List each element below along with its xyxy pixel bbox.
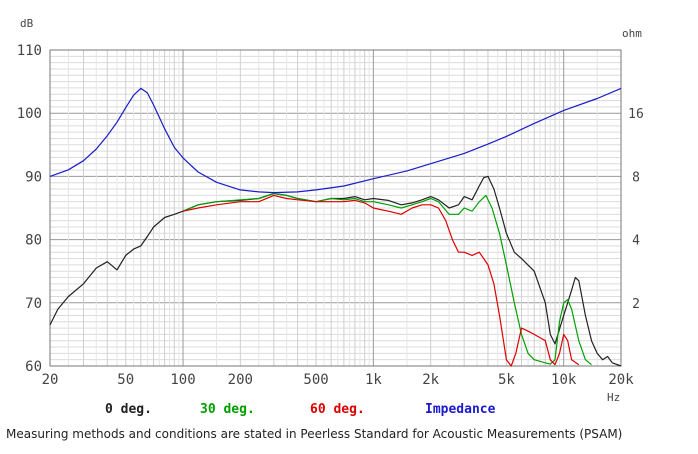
legend-item: 0 deg. [105, 402, 152, 417]
y-tick-label: 100 [17, 106, 42, 122]
series-line-60-deg [182, 194, 580, 367]
series-line-0-deg [49, 175, 622, 367]
x-axis-ticks: 20 50 100 200 500 1k 2k 5k 10k 20k [42, 372, 635, 388]
series-line-30-deg [182, 192, 592, 366]
series-layer [49, 87, 622, 367]
y-tick-label: 90 [25, 169, 42, 185]
y-tick-label: 70 [25, 296, 42, 312]
y2-tick-label: 8 [632, 170, 640, 185]
y2-axis-ticks: 2 4 8 16 [628, 107, 644, 312]
chart-grid [49, 49, 622, 367]
series-line-impedance [49, 87, 622, 194]
x-tick-label: 20 [42, 372, 59, 388]
x-tick-label: 200 [228, 372, 253, 388]
x-tick-label: 500 [303, 372, 328, 388]
legend-item: 30 deg. [200, 402, 255, 417]
legend: 0 deg. 30 deg. 60 deg. Impedance [105, 402, 496, 417]
y2-axis-unit: ohm [622, 27, 642, 40]
y-tick-label: 60 [25, 359, 42, 375]
x-tick-label: 5k [498, 372, 515, 388]
y-axis-ticks: 60 70 80 90 100 110 [17, 43, 42, 375]
footnote: Measuring methods and conditions are sta… [6, 427, 623, 441]
y2-tick-label: 4 [632, 234, 640, 249]
x-axis-unit: Hz [607, 391, 620, 404]
y2-tick-label: 2 [632, 297, 640, 312]
x-tick-label: 10k [551, 372, 577, 388]
y-tick-label: 80 [25, 233, 42, 249]
x-tick-label: 50 [117, 372, 134, 388]
legend-item: Impedance [425, 402, 496, 417]
plot-frame [49, 49, 622, 367]
x-tick-label: 1k [365, 372, 382, 388]
x-tick-label: 100 [170, 372, 195, 388]
x-tick-label: 20k [608, 372, 634, 388]
x-tick-label: 2k [422, 372, 439, 388]
legend-item: 60 deg. [310, 402, 365, 417]
y-axis-unit: dB [20, 17, 34, 30]
y2-tick-label: 16 [628, 107, 644, 122]
y-tick-label: 110 [17, 43, 42, 59]
